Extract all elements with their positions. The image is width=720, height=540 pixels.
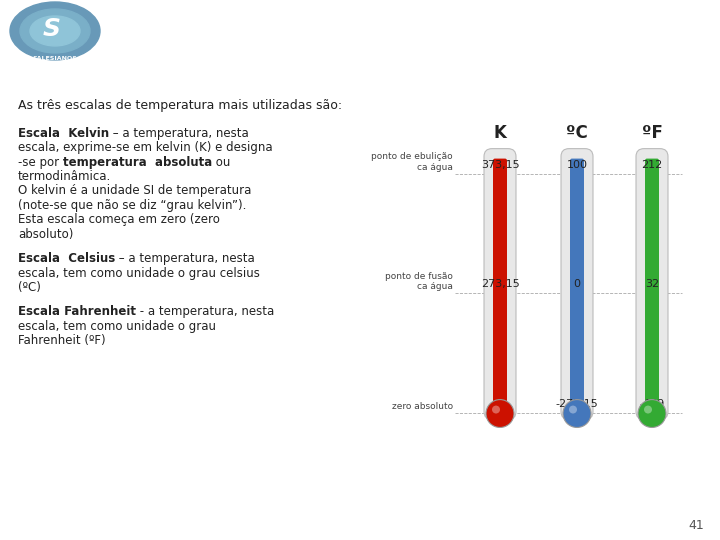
Text: Escala  Celsius: Escala Celsius bbox=[18, 252, 115, 265]
Text: 212: 212 bbox=[642, 159, 662, 170]
Text: 41: 41 bbox=[688, 519, 704, 532]
Text: ºC: ºC bbox=[566, 124, 588, 141]
Circle shape bbox=[644, 406, 652, 414]
Circle shape bbox=[492, 406, 500, 414]
Text: escala, tem como unidade o grau celsius: escala, tem como unidade o grau celsius bbox=[18, 267, 260, 280]
Text: -459: -459 bbox=[639, 399, 665, 409]
Text: O kelvin é a unidade SI de temperatura: O kelvin é a unidade SI de temperatura bbox=[18, 185, 251, 198]
Text: (note-se que não se diz “grau kelvin”).: (note-se que não se diz “grau kelvin”). bbox=[18, 199, 246, 212]
Text: -se por: -se por bbox=[18, 156, 63, 168]
Text: Fahrenheit (ºF): Fahrenheit (ºF) bbox=[18, 334, 106, 347]
Text: – a temperatura, nesta: – a temperatura, nesta bbox=[109, 127, 249, 140]
Text: K: K bbox=[494, 124, 506, 141]
Text: SALESIANOS
EDITORIAL: SALESIANOS EDITORIAL bbox=[32, 56, 78, 66]
Text: ponto de fusão
ca água: ponto de fusão ca água bbox=[385, 272, 453, 291]
Text: 0: 0 bbox=[497, 399, 503, 409]
Text: Esta escala começa em zero (zero: Esta escala começa em zero (zero bbox=[18, 213, 220, 226]
Ellipse shape bbox=[30, 16, 80, 46]
Text: -273,15: -273,15 bbox=[556, 399, 598, 409]
FancyBboxPatch shape bbox=[484, 148, 516, 420]
Text: ºF: ºF bbox=[642, 124, 662, 141]
Text: – a temperatura, nesta: – a temperatura, nesta bbox=[115, 252, 255, 265]
Text: ponto de ebulição
ca água: ponto de ebulição ca água bbox=[372, 152, 453, 172]
Ellipse shape bbox=[10, 2, 100, 60]
Text: 100: 100 bbox=[567, 159, 588, 170]
FancyBboxPatch shape bbox=[561, 148, 593, 420]
Text: temperatura  absoluta: temperatura absoluta bbox=[63, 156, 212, 168]
Text: As três escalas de temperatura mais utilizadas são:: As três escalas de temperatura mais util… bbox=[18, 99, 342, 112]
Text: zero absoluto: zero absoluto bbox=[392, 402, 453, 410]
FancyBboxPatch shape bbox=[493, 159, 507, 411]
Text: 6.3  MEDIÇÃO DE TEMPERATURAS  -------: 6.3 MEDIÇÃO DE TEMPERATURAS ------- bbox=[265, 22, 595, 40]
FancyBboxPatch shape bbox=[570, 159, 584, 411]
Text: - a temperatura, nesta: - a temperatura, nesta bbox=[136, 306, 274, 319]
FancyBboxPatch shape bbox=[636, 148, 668, 420]
Circle shape bbox=[569, 406, 577, 414]
Circle shape bbox=[563, 400, 591, 428]
Text: Escala  Kelvin: Escala Kelvin bbox=[18, 127, 109, 140]
Text: 273,15: 273,15 bbox=[481, 279, 519, 289]
Text: 373,15: 373,15 bbox=[481, 159, 519, 170]
Text: S: S bbox=[43, 17, 61, 41]
Text: escala, exprime-se em kelvin (K) e designa: escala, exprime-se em kelvin (K) e desig… bbox=[18, 141, 273, 154]
FancyBboxPatch shape bbox=[645, 159, 659, 411]
Text: (ºC): (ºC) bbox=[18, 281, 41, 294]
Circle shape bbox=[486, 400, 514, 428]
Text: 0: 0 bbox=[574, 279, 580, 289]
Ellipse shape bbox=[20, 9, 90, 53]
Text: escala, tem como unidade o grau: escala, tem como unidade o grau bbox=[18, 320, 216, 333]
Text: Escala Fahrenheit: Escala Fahrenheit bbox=[18, 306, 136, 319]
Text: ou: ou bbox=[212, 156, 230, 168]
Circle shape bbox=[638, 400, 666, 428]
Text: absoluto): absoluto) bbox=[18, 228, 73, 241]
Text: 32: 32 bbox=[645, 279, 659, 289]
Text: termodinâmica.: termodinâmica. bbox=[18, 170, 112, 183]
